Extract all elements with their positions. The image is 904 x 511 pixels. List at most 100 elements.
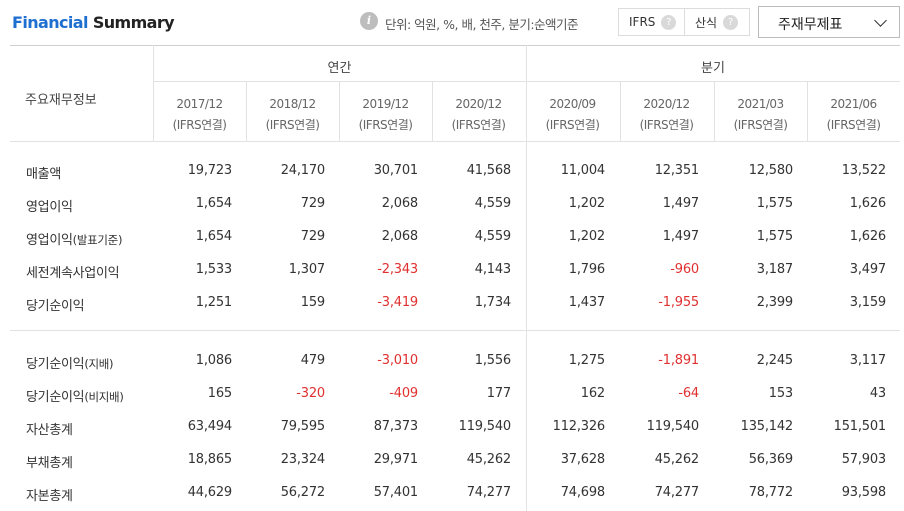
table-cell: 1,275 xyxy=(568,353,605,368)
info-icon[interactable]: i xyxy=(360,12,378,30)
statement-type-dropdown[interactable]: 주재무제표 xyxy=(758,6,900,38)
table-cell: 87,373 xyxy=(373,419,418,434)
column-header: 2020/09 (IFRS연결) xyxy=(526,94,619,136)
financial-summary-table: 주요재무정보 연간 분기 2017/12 (IFRS연결) 2018/12 (IFRS… xyxy=(10,45,900,511)
table-cell: 12,580 xyxy=(748,163,793,178)
column-divider xyxy=(620,81,621,141)
table-cell: -3,419 xyxy=(377,295,418,310)
help-icon[interactable]: ? xyxy=(723,14,739,30)
table-cell: 43 xyxy=(869,386,886,401)
row-label: 당기순이익(지배) xyxy=(26,353,114,372)
column-period: 2019/12 xyxy=(362,97,409,111)
table-cell: 3,497 xyxy=(849,262,886,277)
table-cell: 30,701 xyxy=(373,163,418,178)
view-toggle-group: IFRS ? 산식 ? xyxy=(618,8,750,36)
table-cell: 3,117 xyxy=(849,353,886,368)
formula-toggle[interactable]: 산식 ? xyxy=(695,9,739,35)
row-label: 당기순이익(비지배) xyxy=(26,386,124,405)
table-cell: 1,575 xyxy=(756,196,793,211)
table-cell: 1,556 xyxy=(474,353,511,368)
row-label-text: 매출액 xyxy=(26,167,61,182)
table-cell: 4,559 xyxy=(474,229,511,244)
column-period: 2020/12 xyxy=(455,97,502,111)
table-cell: 162 xyxy=(580,386,605,401)
table-cell: 45,262 xyxy=(654,452,699,467)
row-label-qualifier: (지배) xyxy=(84,357,114,371)
help-icon[interactable]: ? xyxy=(661,14,677,30)
row-label: 세전계속사업이익 xyxy=(26,262,120,281)
row-label: 당기순이익 xyxy=(26,295,85,314)
table-cell: 41,568 xyxy=(466,163,511,178)
column-divider xyxy=(714,81,715,141)
column-period: 2017/12 xyxy=(176,97,223,111)
row-label: 영업이익(발표기준) xyxy=(26,229,122,248)
table-cell: 1,626 xyxy=(849,229,886,244)
table-cell: 18,865 xyxy=(187,452,232,467)
table-cell: 119,540 xyxy=(646,419,700,434)
table-cell: 479 xyxy=(300,353,325,368)
table-cell: 177 xyxy=(486,386,511,401)
row-label: 매출액 xyxy=(26,163,61,182)
row-label-text: 부채총계 xyxy=(26,456,73,471)
table-cell: 1,497 xyxy=(662,229,699,244)
table-cell: -320 xyxy=(296,386,325,401)
table-cell: 1,251 xyxy=(195,295,232,310)
table-cell: 19,723 xyxy=(187,163,232,178)
ifrs-label: IFRS xyxy=(629,15,656,29)
grid-line xyxy=(10,141,900,142)
chevron-down-icon xyxy=(874,14,887,27)
row-label-text: 당기순이익 xyxy=(26,299,85,314)
table-cell: 63,494 xyxy=(187,419,232,434)
table-cell: 1,734 xyxy=(474,295,511,310)
column-basis: (IFRS연결) xyxy=(639,118,694,132)
table-cell: 45,262 xyxy=(466,452,511,467)
table-cell: 1,307 xyxy=(288,262,325,277)
table-cell: -2,343 xyxy=(377,262,418,277)
table-cell: 1,575 xyxy=(756,229,793,244)
summary-header: Financial Summary i 단위: 억원, %, 배, 천주, 분기… xyxy=(0,0,904,44)
row-label-text: 자본총계 xyxy=(26,489,73,504)
grid-line xyxy=(10,45,900,46)
column-header: 2017/12 (IFRS연결) xyxy=(153,94,246,136)
unit-note: 단위: 억원, %, 배, 천주, 분기:순액기준 xyxy=(385,17,579,32)
ifrs-toggle[interactable]: IFRS ? xyxy=(629,9,677,35)
page-title: Financial Summary xyxy=(12,13,175,32)
table-cell: 12,351 xyxy=(654,163,699,178)
column-basis: (IFRS연결) xyxy=(733,118,788,132)
column-basis: (IFRS연결) xyxy=(358,118,413,132)
row-label: 영업이익 xyxy=(26,196,73,215)
column-period: 2020/09 xyxy=(549,97,596,111)
table-cell: 729 xyxy=(300,196,325,211)
column-period: 2021/06 xyxy=(830,97,877,111)
column-basis: (IFRS연결) xyxy=(265,118,320,132)
column-header: 2020/12 (IFRS연결) xyxy=(620,94,713,136)
column-divider xyxy=(807,81,808,141)
column-basis: (IFRS연결) xyxy=(172,118,227,132)
table-cell: 1,202 xyxy=(568,229,605,244)
row-label-qualifier: (비지배) xyxy=(84,390,124,404)
table-cell: 57,903 xyxy=(841,452,886,467)
column-divider xyxy=(246,81,247,141)
table-cell: 93,598 xyxy=(841,485,886,500)
table-cell: -960 xyxy=(670,262,699,277)
table-cell: -64 xyxy=(678,386,699,401)
column-header: 2019/12 (IFRS연결) xyxy=(339,94,432,136)
table-cell: 74,277 xyxy=(654,485,699,500)
table-cell: 13,522 xyxy=(841,163,886,178)
group-header-quarter: 분기 xyxy=(701,61,725,76)
table-cell: 153 xyxy=(768,386,793,401)
table-cell: 1,533 xyxy=(195,262,232,277)
table-cell: 37,628 xyxy=(560,452,605,467)
column-divider xyxy=(153,45,154,141)
column-period: 2020/12 xyxy=(643,97,690,111)
table-cell: 2,068 xyxy=(381,196,418,211)
column-basis: (IFRS연결) xyxy=(826,118,881,132)
column-header: 2018/12 (IFRS연결) xyxy=(246,94,339,136)
table-cell: 74,698 xyxy=(560,485,605,500)
row-label-text: 영업이익 xyxy=(26,200,73,215)
toggle-divider xyxy=(684,9,685,35)
table-cell: 165 xyxy=(207,386,232,401)
column-divider xyxy=(526,45,527,511)
row-label-text: 자산총계 xyxy=(26,423,73,438)
table-cell: 1,654 xyxy=(195,196,232,211)
